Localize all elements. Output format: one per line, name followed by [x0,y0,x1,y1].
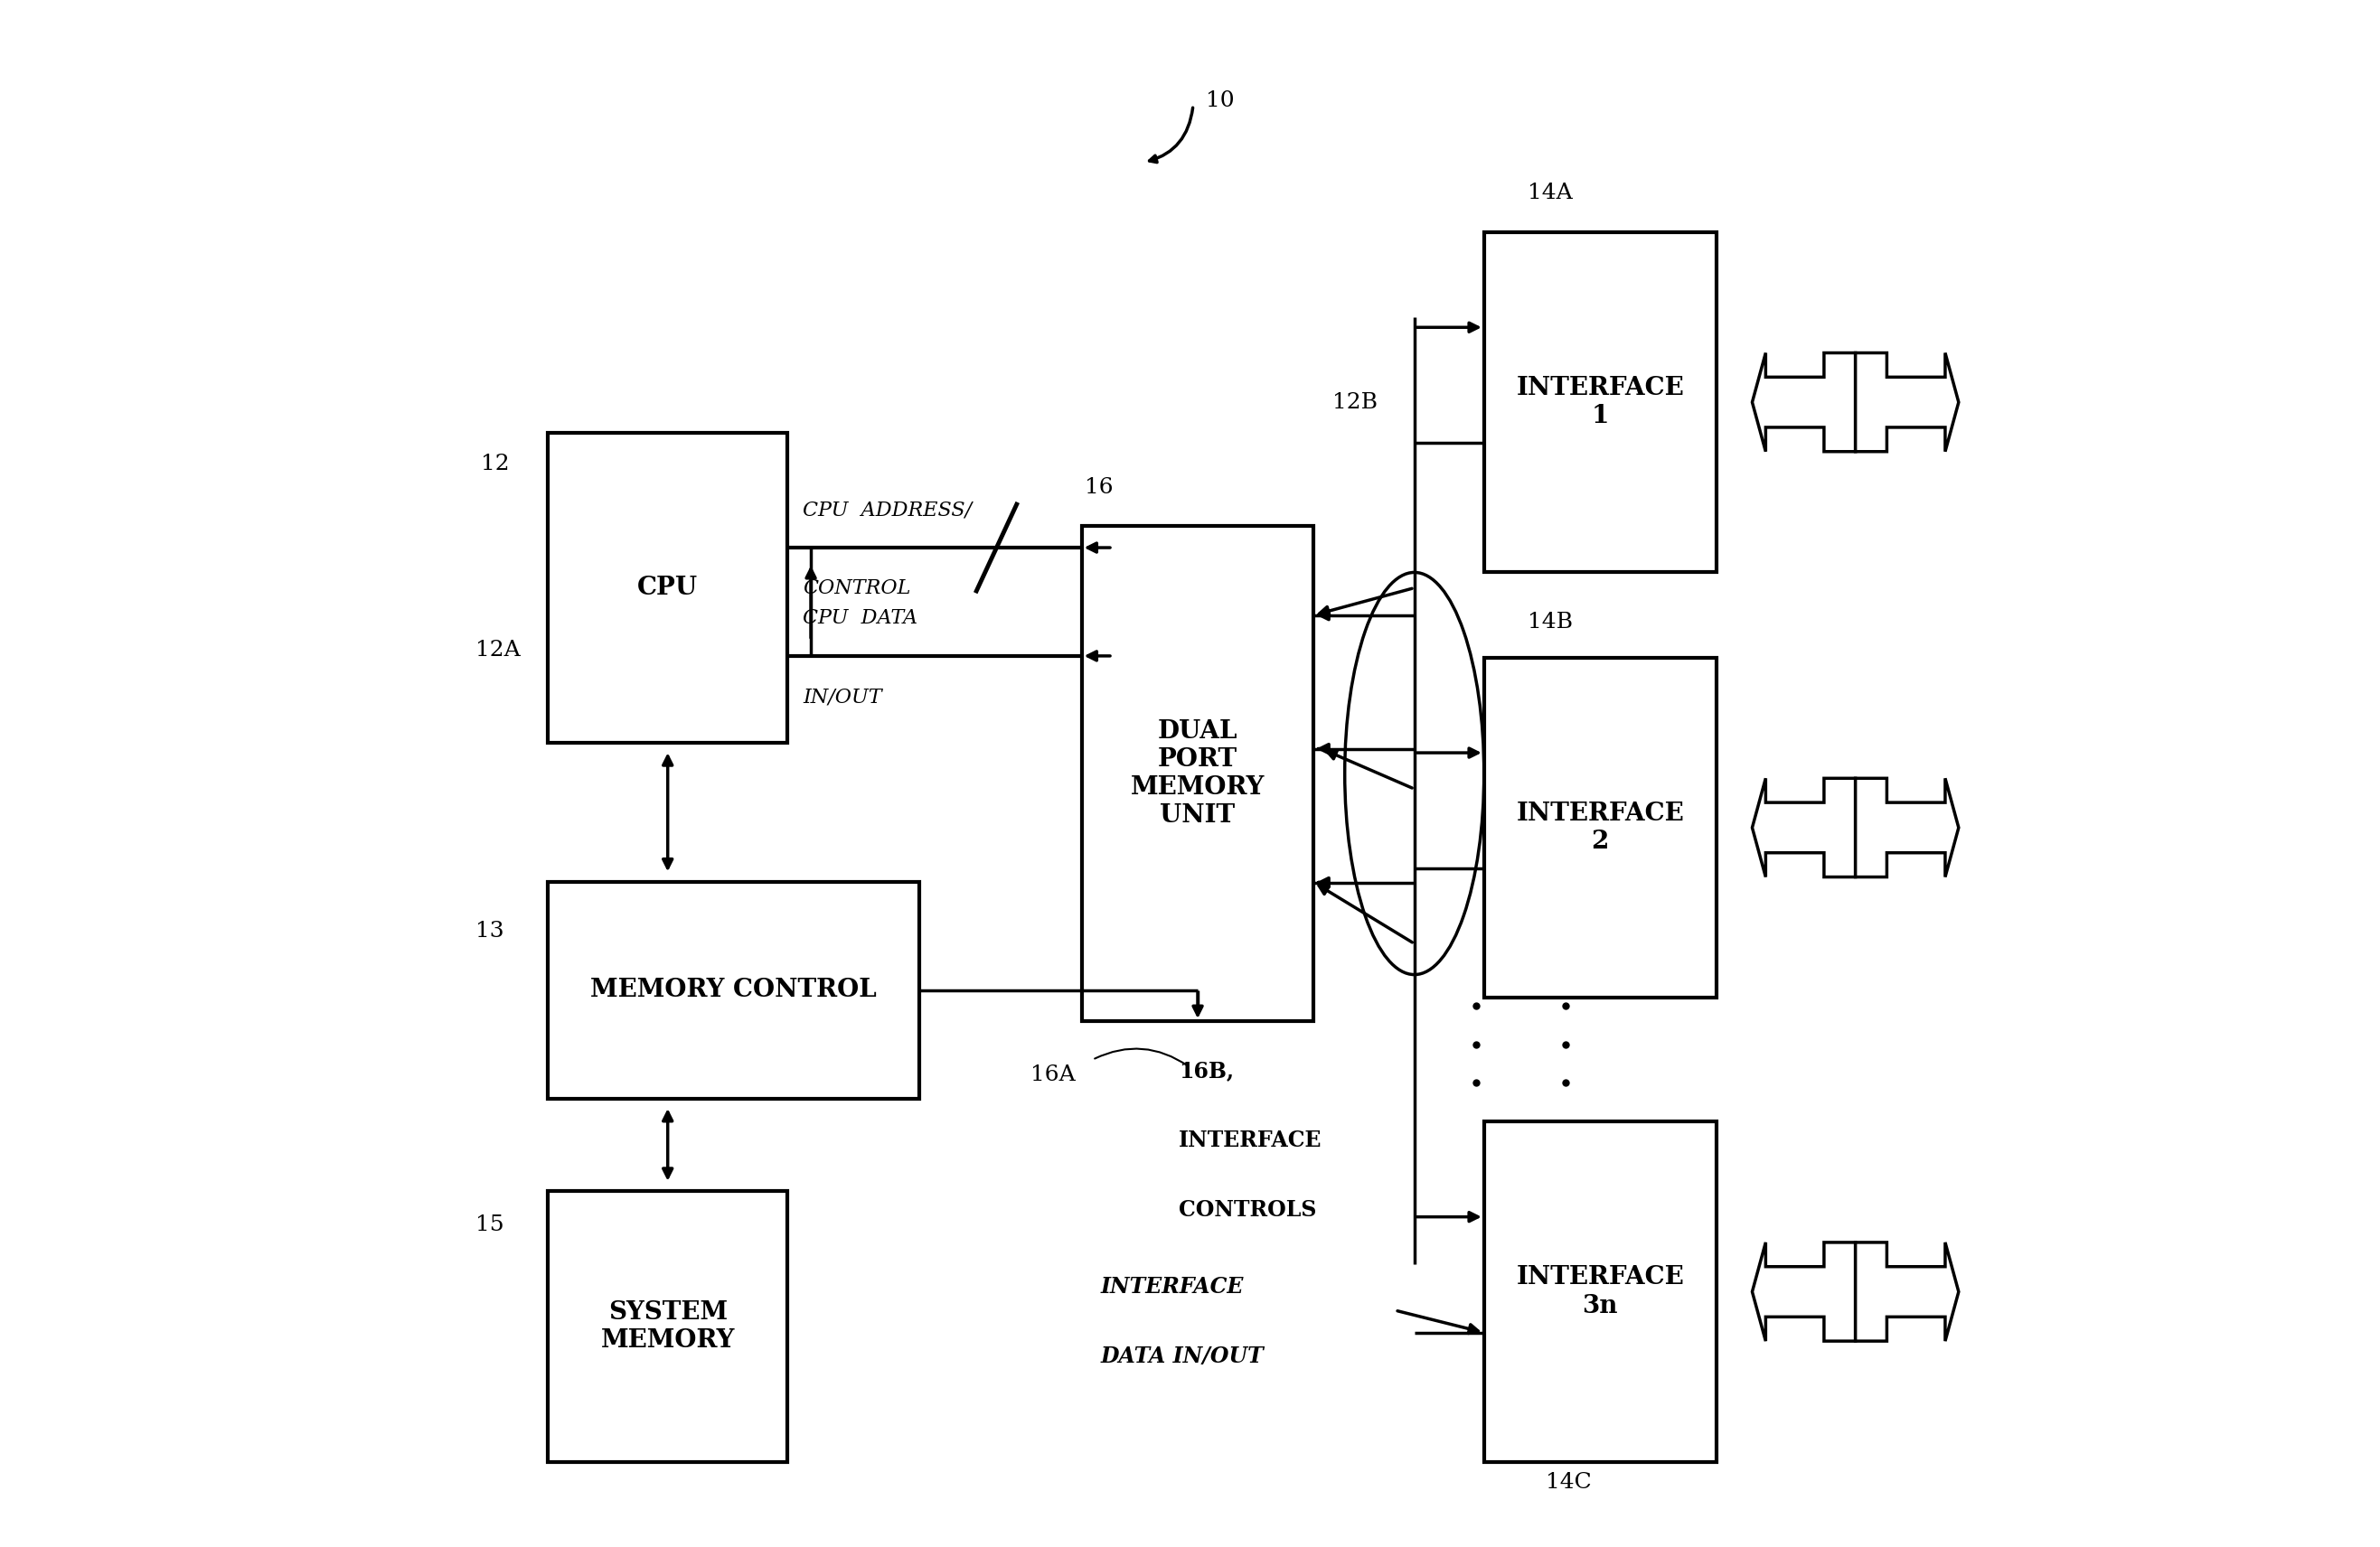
Polygon shape [1752,1242,1856,1341]
Polygon shape [1856,778,1959,877]
Text: CPU  DATA: CPU DATA [802,608,919,628]
Polygon shape [1752,353,1856,452]
Text: 15: 15 [476,1214,505,1236]
Text: 14B: 14B [1528,611,1573,633]
Text: IN/OUT: IN/OUT [802,687,883,707]
Text: INTERFACE: INTERFACE [1102,1276,1245,1298]
Text: CONTROLS: CONTROLS [1178,1199,1316,1221]
Bar [547,433,788,743]
Text: INTERFACE
2: INTERFACE 2 [1516,801,1685,854]
Text: 14A: 14A [1528,183,1573,204]
Bar [1485,657,1716,998]
Text: 13: 13 [476,920,505,942]
Bar [547,882,919,1098]
Text: 14C: 14C [1547,1471,1592,1493]
Polygon shape [1856,353,1959,452]
Text: 12B: 12B [1333,391,1378,413]
Text: INTERFACE
3n: INTERFACE 3n [1516,1265,1685,1318]
Text: CONTROL: CONTROL [802,579,912,599]
Text: INTERFACE
1: INTERFACE 1 [1516,376,1685,429]
Text: 16A: 16A [1031,1064,1076,1086]
Text: DATA IN/OUT: DATA IN/OUT [1102,1346,1264,1368]
Polygon shape [1752,778,1856,877]
Bar [547,1191,788,1462]
Text: 12A: 12A [476,639,519,661]
Text: 12: 12 [481,453,509,475]
Polygon shape [1856,1242,1959,1341]
Text: 16: 16 [1085,476,1114,498]
Text: 10: 10 [1207,90,1235,111]
Text: 16B,: 16B, [1178,1060,1233,1081]
Bar [1081,526,1314,1021]
Text: CPU: CPU [638,575,697,600]
Bar [1485,232,1716,572]
Bar [1485,1122,1716,1462]
Text: CPU  ADDRESS/: CPU ADDRESS/ [802,500,973,520]
Text: DUAL
PORT
MEMORY
UNIT: DUAL PORT MEMORY UNIT [1130,719,1264,828]
Text: INTERFACE: INTERFACE [1178,1129,1321,1151]
Text: SYSTEM
MEMORY: SYSTEM MEMORY [600,1301,735,1352]
Text: MEMORY CONTROL: MEMORY CONTROL [590,978,876,1002]
